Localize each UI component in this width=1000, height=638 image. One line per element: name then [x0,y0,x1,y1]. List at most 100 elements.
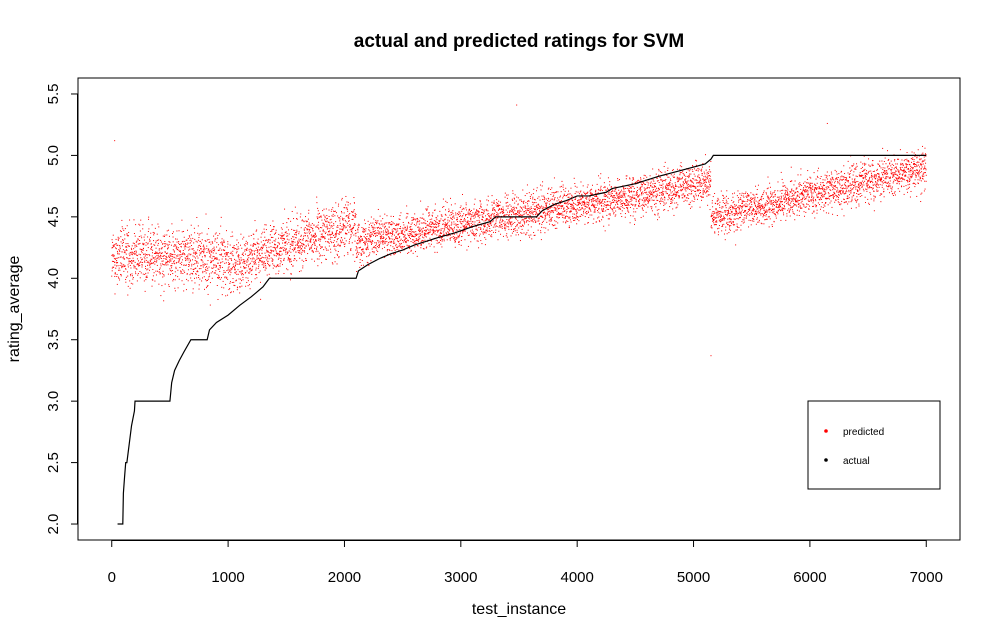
predicted-point [382,230,384,232]
predicted-point [134,266,136,268]
predicted-point [626,207,628,209]
predicted-point [340,215,342,217]
predicted-point [294,248,296,250]
predicted-point [640,177,642,179]
predicted-point [415,240,417,242]
predicted-point [364,229,366,231]
predicted-point [338,234,340,236]
predicted-point [136,280,138,282]
predicted-point [473,223,475,225]
predicted-point [155,256,157,258]
predicted-point [318,252,320,254]
predicted-point [552,196,554,198]
predicted-point [366,233,368,235]
predicted-point [336,253,338,255]
predicted-point [345,226,347,228]
predicted-point [392,228,394,230]
predicted-point [505,227,507,229]
predicted-point [655,173,657,175]
predicted-point [301,243,303,245]
predicted-point [499,225,501,227]
predicted-point [338,245,340,247]
predicted-point [129,280,131,282]
predicted-point [226,276,228,278]
predicted-point [290,251,292,253]
predicted-point [625,178,627,180]
predicted-point [613,201,615,203]
predicted-point [441,246,443,248]
predicted-point [285,249,287,251]
predicted-point [551,187,553,189]
predicted-point [272,220,274,222]
predicted-point [425,226,427,228]
predicted-point [414,234,416,236]
predicted-point [158,239,160,241]
predicted-point [122,228,124,230]
predicted-point [225,230,227,232]
predicted-point [350,237,352,239]
predicted-point [132,254,134,256]
predicted-point [261,233,263,235]
predicted-point [209,249,211,251]
predicted-point [373,231,375,233]
predicted-point [313,235,315,237]
predicted-point [248,257,250,259]
predicted-point [162,235,164,237]
predicted-point [401,247,403,249]
predicted-point [247,255,249,257]
predicted-point [182,240,184,242]
predicted-point [323,225,325,227]
predicted-point [510,205,512,207]
predicted-point [610,195,612,197]
predicted-point [222,244,224,246]
predicted-point [511,198,513,200]
predicted-point [201,260,203,262]
predicted-point [307,218,309,220]
predicted-point [335,202,337,204]
predicted-point [502,210,504,212]
predicted-point [302,237,304,239]
predicted-point [515,217,517,219]
predicted-point [257,243,259,245]
predicted-point [262,244,264,246]
predicted-point [218,268,220,270]
predicted-point [327,241,329,243]
predicted-point [442,206,444,208]
predicted-point [322,225,324,227]
predicted-point [489,219,491,221]
predicted-point [400,212,402,214]
predicted-point [665,174,667,176]
predicted-point [387,230,389,232]
predicted-point [213,264,215,266]
predicted-point [261,249,263,251]
predicted-point [304,227,306,229]
predicted-point [140,272,142,274]
predicted-point [617,200,619,202]
predicted-point [247,277,249,279]
predicted-point [523,220,525,222]
predicted-point [331,237,333,239]
predicted-point [273,233,275,235]
predicted-point [616,191,618,193]
predicted-point [339,245,341,247]
predicted-point [274,255,276,257]
predicted-point [195,262,197,264]
predicted-point [290,272,292,274]
predicted-point [118,267,120,269]
predicted-point [135,253,137,255]
predicted-point [597,217,599,219]
predicted-point [692,164,694,166]
predicted-point [392,234,394,236]
predicted-point [511,232,513,234]
predicted-point [381,240,383,242]
predicted-point [608,218,610,220]
predicted-point [643,197,645,199]
predicted-point [636,191,638,193]
predicted-point [209,256,211,258]
predicted-point [512,212,514,214]
predicted-point [371,225,373,227]
predicted-point [384,242,386,244]
predicted-point [268,255,270,257]
predicted-point [684,199,686,201]
predicted-point [563,189,565,191]
